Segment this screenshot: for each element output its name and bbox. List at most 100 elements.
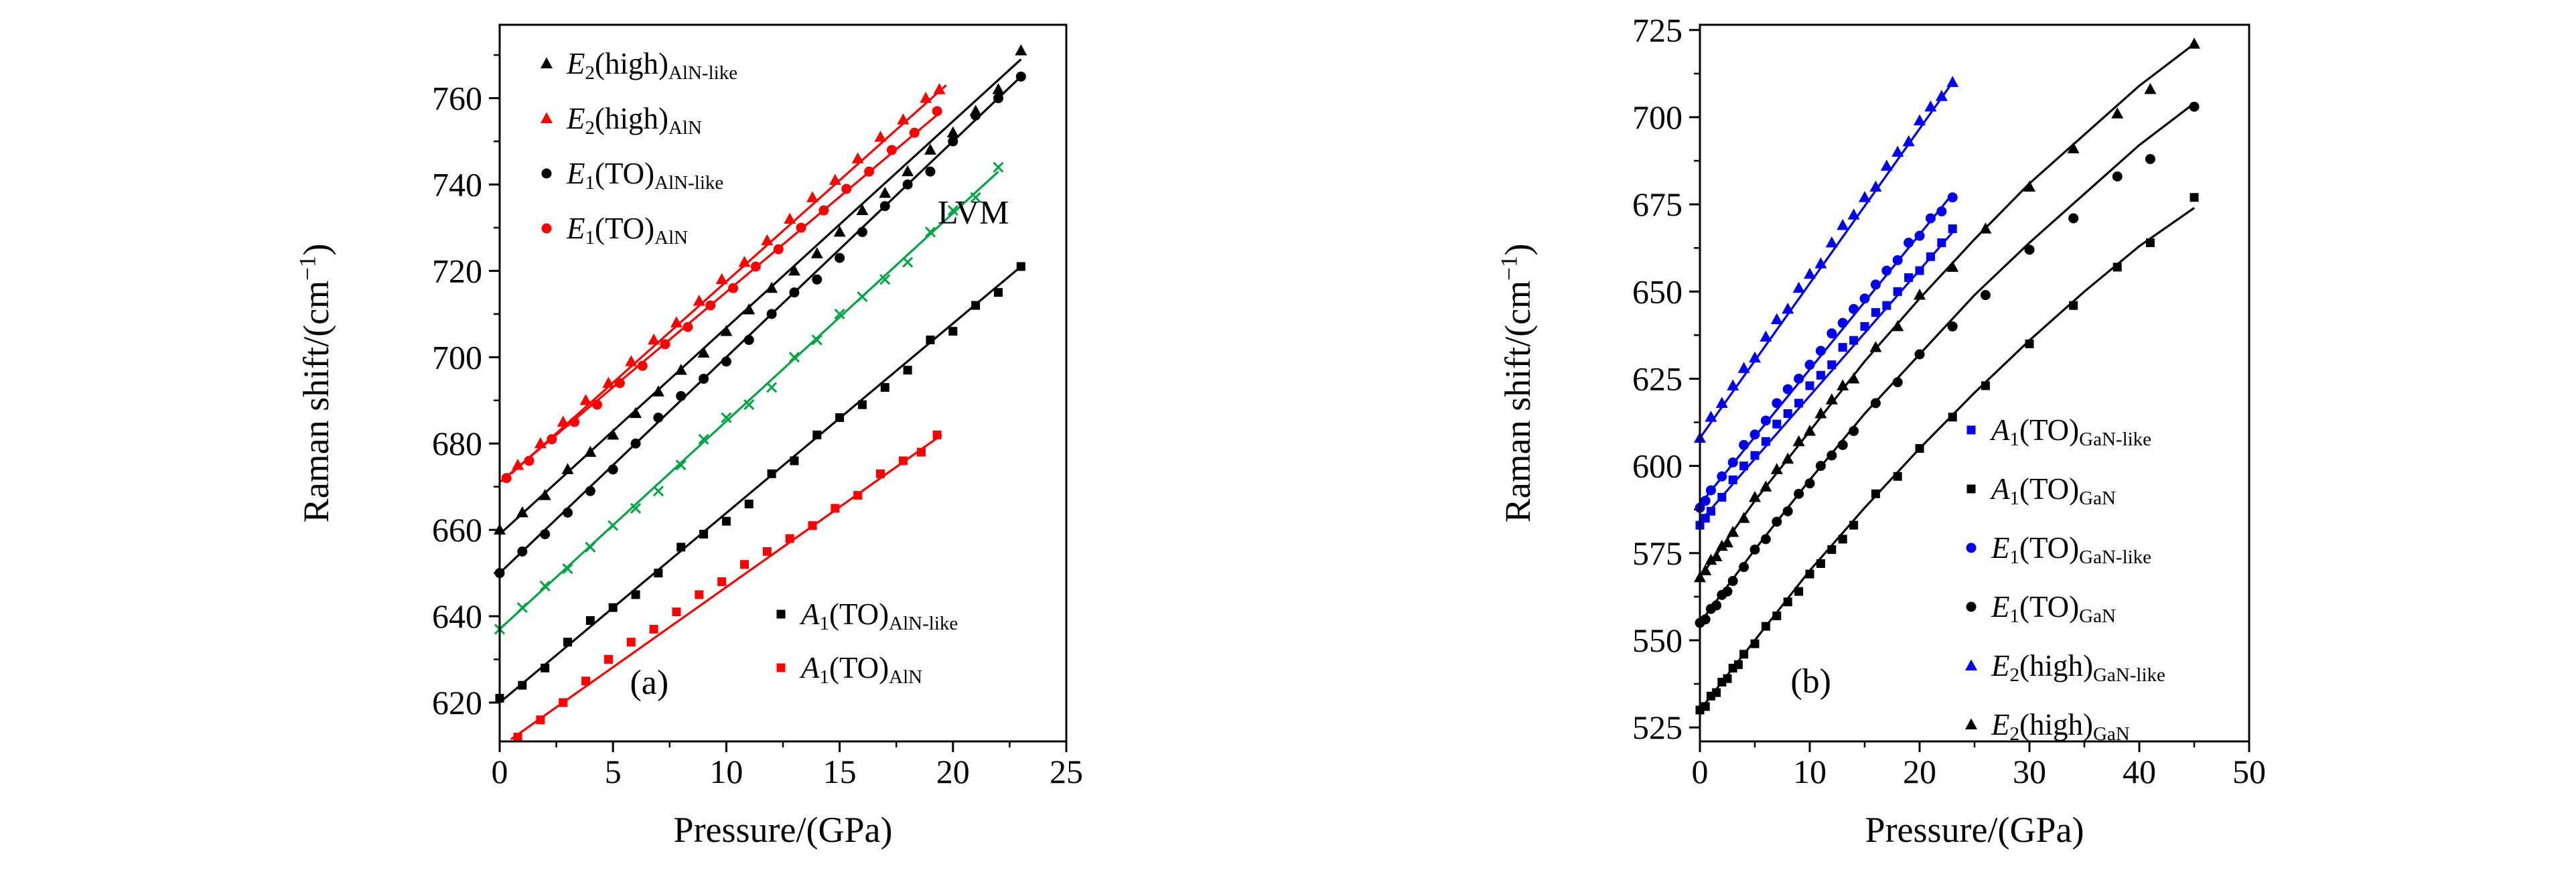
data-point-lvm <box>721 412 732 423</box>
legend-label-e2_high_gan: E2(high)GaN <box>1991 708 2130 745</box>
data-point-a1_to_gan <box>2145 238 2155 247</box>
data-point-a1_to_gan <box>1783 597 1792 607</box>
data-point-e2_high_alnlike <box>810 247 823 259</box>
data-point-e1_to_aln <box>841 184 852 194</box>
data-point-e2_high_ganlike <box>1760 330 1772 342</box>
data-point-a1_to_aln <box>916 447 926 457</box>
data-point-e1_to_gan <box>1782 506 1793 516</box>
y-tick-label: 600 <box>1632 447 1683 485</box>
data-point-e2_high_ganlike <box>1715 396 1728 408</box>
data-point-e2_high_alnlike <box>630 407 642 419</box>
data-point-e2_high_alnlike <box>946 126 959 138</box>
data-point-e2_high_gan <box>1891 319 1904 332</box>
legend-label-e1_to_ganlike: E1(TO)GaN-like <box>1991 531 2151 568</box>
data-point-e1_to_gan <box>1892 377 1903 388</box>
data-point-a1_to_ganlike <box>1948 224 1957 234</box>
data-point-e2_high_aln <box>693 295 705 306</box>
legend-marker-e2_high_gan <box>1965 718 1977 729</box>
data-point-a1_to_alnlike <box>585 616 595 626</box>
data-point-a1_to_ganlike <box>1805 381 1814 390</box>
y-tick-label: 680 <box>432 425 482 462</box>
data-point-e1_to_aln <box>614 378 625 388</box>
data-point-e1_to_aln <box>886 145 897 155</box>
data-point-e1_to_alnlike <box>948 136 958 147</box>
data-point-a1_to_alnlike <box>948 327 958 336</box>
x-tick-label: 15 <box>823 753 857 790</box>
data-point-a1_to_gan <box>1761 622 1770 631</box>
legend-marker-e2_high_alnlike <box>541 57 553 68</box>
data-point-e1_to_ganlike <box>1749 429 1760 440</box>
data-point-e2_high_aln <box>761 234 774 246</box>
data-point-e2_high_aln <box>625 355 638 366</box>
data-point-a1_to_alnlike <box>608 603 618 612</box>
data-point-a1_to_alnlike <box>926 336 935 345</box>
data-point-a1_to_ganlike <box>1827 360 1837 370</box>
y-tick-label: 625 <box>1632 360 1683 397</box>
data-point-e1_to_ganlike <box>1892 255 1903 265</box>
data-point-a1_to_alnlike <box>857 400 867 409</box>
legend-item-e2_high_ganlike: E2(high)GaN-like <box>1965 649 2165 686</box>
data-point-e1_to_gan <box>1772 516 1782 527</box>
data-point-e1_to_gan <box>1700 614 1711 625</box>
data-point-a1_to_ganlike <box>1838 343 1847 352</box>
series-e1_to_ganlike <box>1695 192 1958 513</box>
data-point-e1_to_gan <box>2024 244 2035 255</box>
data-point-a1_to_ganlike <box>1882 301 1891 310</box>
data-point-e1_to_gan <box>1739 562 1749 573</box>
data-point-e2_high_gan <box>1825 393 1838 405</box>
data-point-e2_high_gan <box>1715 539 1728 551</box>
fit-line-a1_to_gan <box>1699 207 2195 711</box>
data-point-a1_to_gan <box>2190 193 2199 202</box>
series-e2_high_ganlike <box>1694 76 1959 443</box>
data-point-a1_to_aln <box>876 469 885 478</box>
data-point-a1_to_ganlike <box>1849 336 1859 345</box>
legend-item-e2_high_aln: E2(high)AlN <box>541 102 702 139</box>
data-point-e2_high_gan <box>1914 289 1926 300</box>
data-point-e2_high_ganlike <box>1782 302 1794 314</box>
data-point-e1_to_aln <box>864 166 875 177</box>
data-point-e1_to_gan <box>1760 534 1771 545</box>
data-point-lvm <box>562 563 573 575</box>
data-point-e2_high_ganlike <box>1737 362 1750 373</box>
data-point-a1_to_gan <box>1948 413 1957 422</box>
data-point-e2_high_aln <box>920 92 932 103</box>
data-point-e1_to_gan <box>1727 575 1738 586</box>
data-point-e2_high_aln <box>806 191 818 202</box>
data-point-e2_high_aln <box>534 437 547 449</box>
data-point-a1_to_ganlike <box>1701 514 1710 523</box>
data-point-e2_high_gan <box>1705 553 1717 565</box>
data-point-e1_to_alnlike <box>653 413 664 423</box>
data-point-e1_to_aln <box>932 106 942 117</box>
legend-marker-e1_to_alnlike <box>541 168 552 179</box>
data-point-e2_high_gan <box>1946 261 1959 272</box>
data-point-a1_to_gan <box>2113 263 2122 272</box>
data-point-e1_to_alnlike <box>676 390 687 401</box>
data-point-lvm <box>675 459 687 471</box>
data-point-e1_to_gan <box>1870 398 1881 409</box>
data-point-e2_high_alnlike <box>607 428 620 440</box>
data-point-e2_high_ganlike <box>1914 114 1926 126</box>
series-e2_high_gan <box>1694 38 2200 583</box>
data-point-e1_to_alnlike <box>766 309 777 319</box>
x-axis-title-b: Pressure/(GPa) <box>1865 810 2084 850</box>
data-point-lvm <box>516 602 528 613</box>
data-point-e2_high_ganlike <box>1825 236 1838 248</box>
data-point-e1_to_aln <box>592 399 603 410</box>
data-point-e2_high_alnlike <box>1015 44 1027 56</box>
data-point-e1_to_aln <box>501 473 512 484</box>
data-point-a1_to_aln <box>559 698 568 707</box>
data-point-lvm <box>585 541 596 553</box>
data-point-a1_to_gan <box>2025 339 2034 348</box>
data-point-e1_to_alnlike <box>925 166 936 177</box>
series-a1_to_aln <box>510 430 942 742</box>
data-point-a1_to_alnlike <box>790 456 799 465</box>
series-a1_to_gan <box>1695 193 2199 715</box>
data-point-a1_to_ganlike <box>1717 493 1727 502</box>
data-point-e2_high_gan <box>1847 372 1860 384</box>
data-point-e2_high_ganlike <box>1891 145 1904 157</box>
data-point-e2_high_ganlike <box>1770 313 1783 324</box>
data-point-a1_to_ganlike <box>1761 437 1770 446</box>
legend-label-a1_to_gan: A1(TO)GaN <box>1989 472 2116 509</box>
y-tick-label: 725 <box>1632 11 1683 49</box>
